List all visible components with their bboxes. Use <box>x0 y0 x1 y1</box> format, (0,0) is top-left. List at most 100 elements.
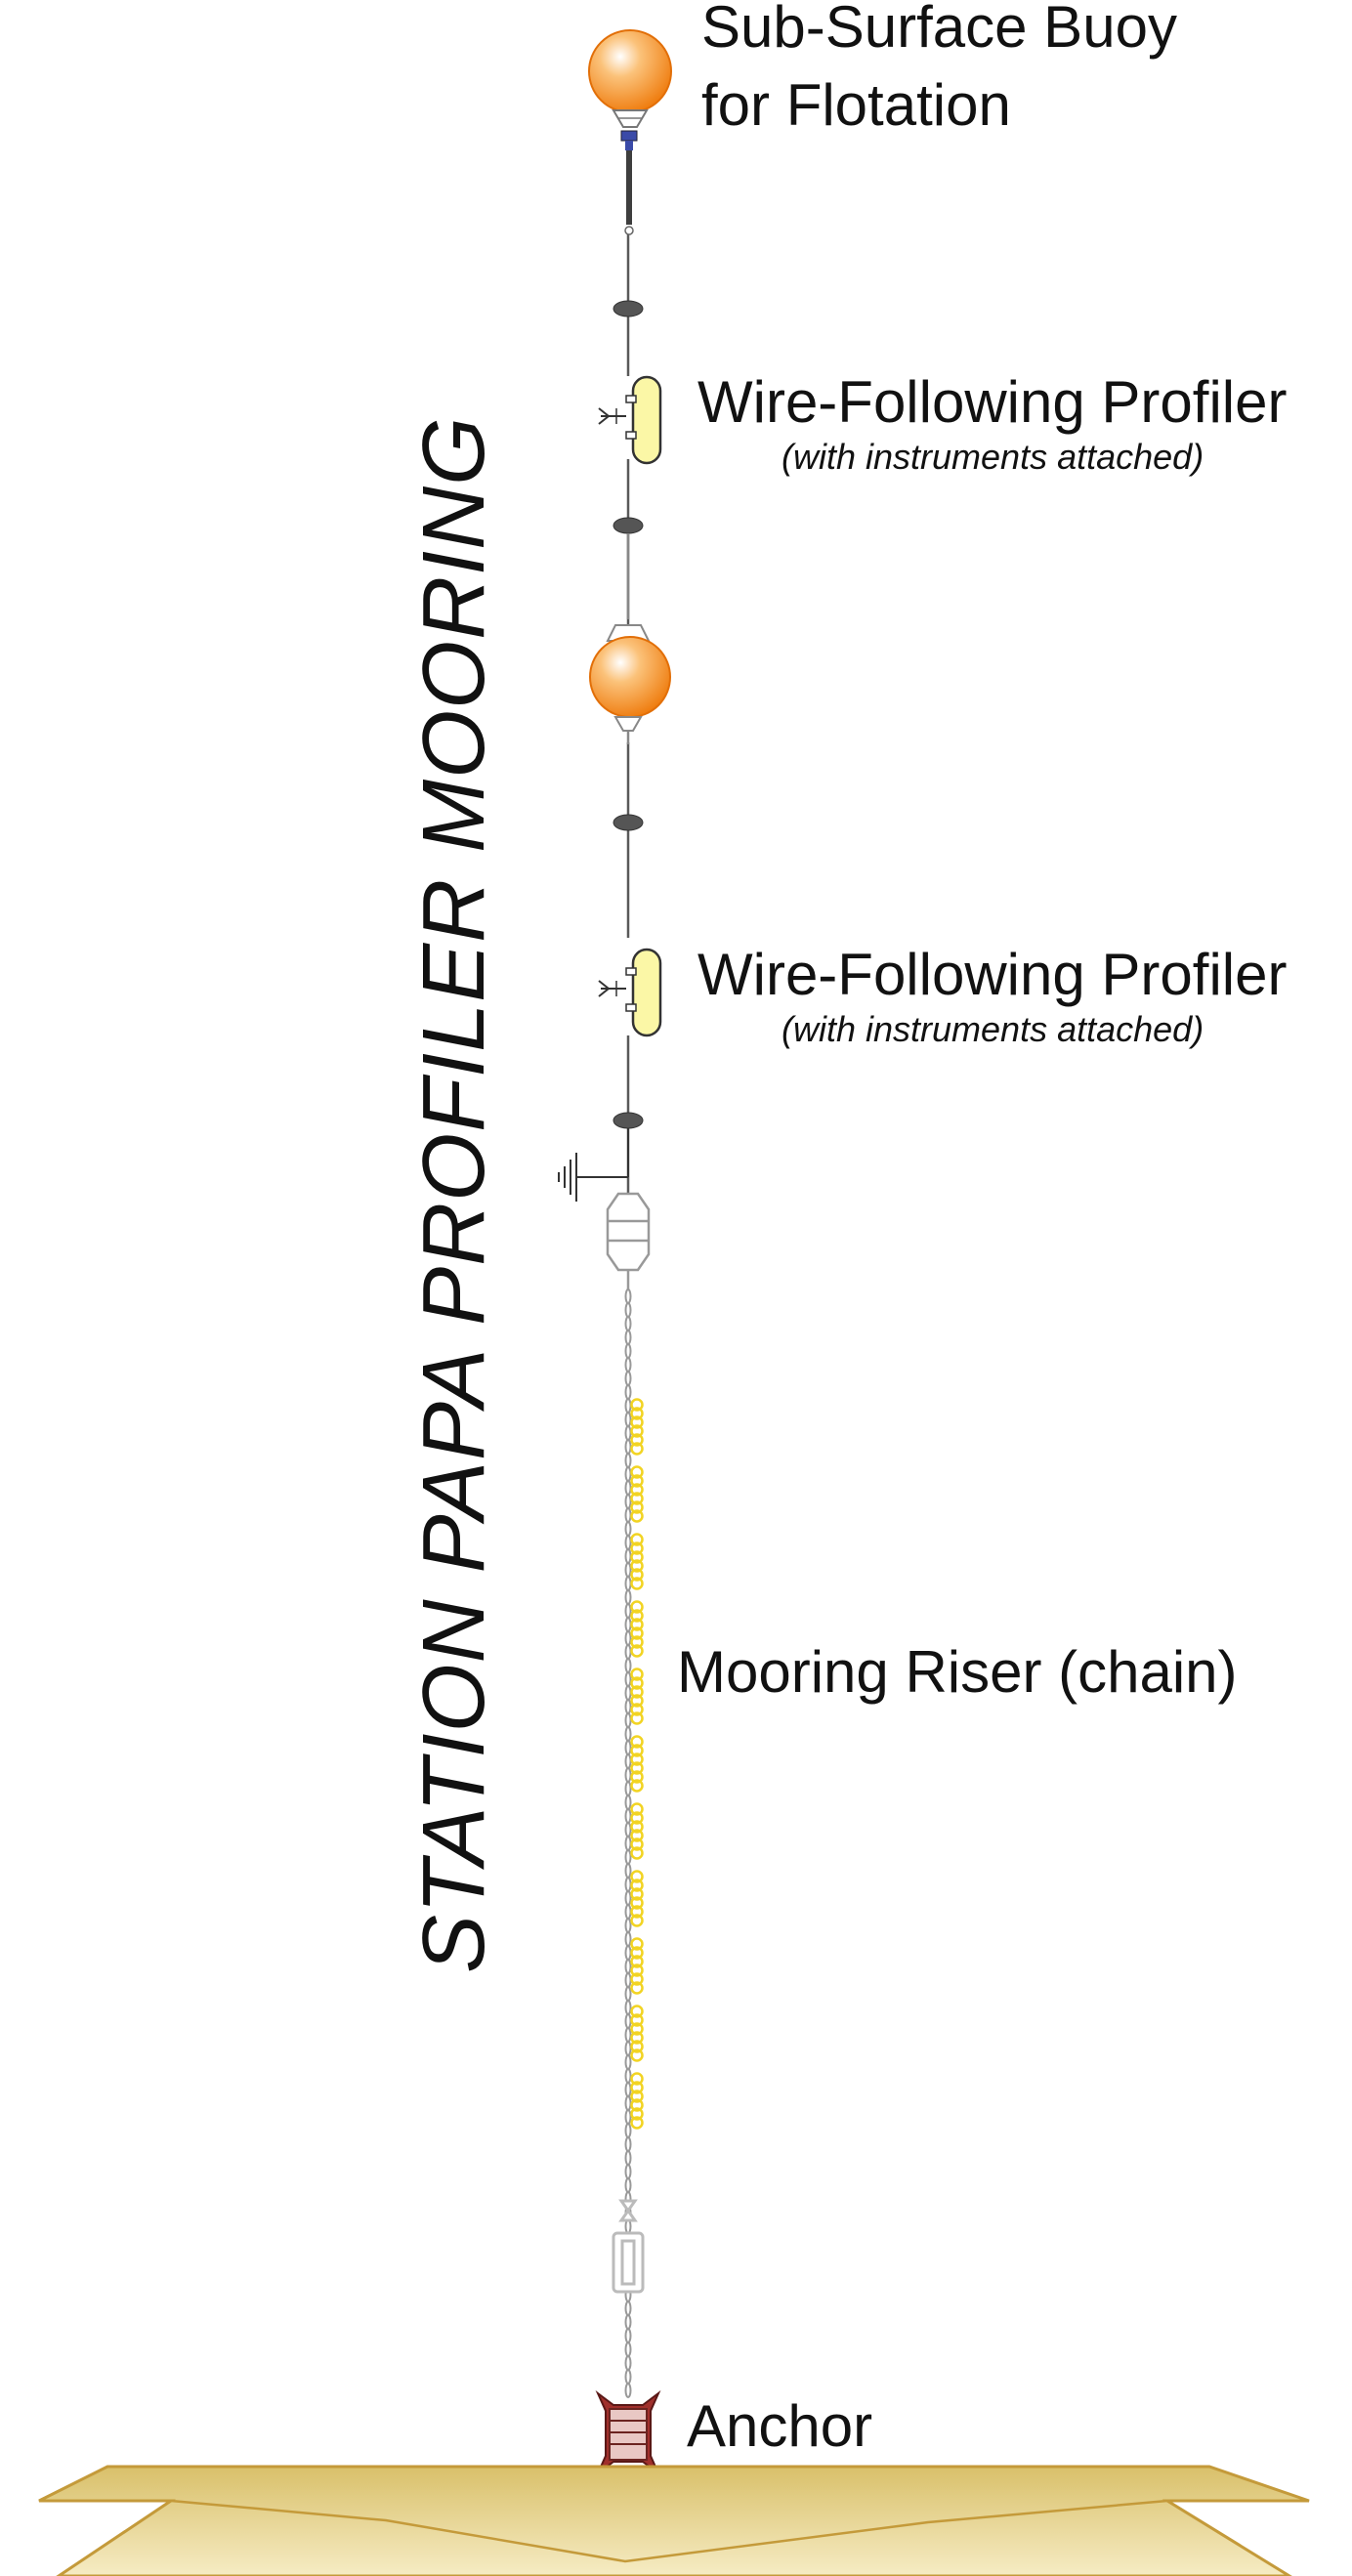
bottom-release <box>612 2199 645 2294</box>
chain-link <box>624 1548 632 1564</box>
chain-link <box>624 1302 632 1318</box>
float-bead <box>630 1568 644 1582</box>
anchor-label: Anchor <box>687 2393 872 2459</box>
chain-link <box>624 1671 632 1687</box>
float-bead <box>630 1744 644 1757</box>
chain-link <box>624 1630 632 1646</box>
float-bead <box>630 2090 644 2103</box>
chain-link <box>624 2150 632 2166</box>
profiler-1-note: (with instruments attached) <box>782 437 1204 477</box>
float-bead <box>630 1879 644 1892</box>
chain-link <box>624 1603 632 1619</box>
chain-link <box>624 1781 632 1796</box>
release-canister <box>606 1192 651 1289</box>
float-bead <box>630 1887 644 1901</box>
float-bead <box>630 2040 644 2053</box>
float-bead <box>630 1685 644 1699</box>
float-bead <box>630 1694 644 1708</box>
mooring-riser-chain <box>624 1288 632 2398</box>
float-bead <box>630 1676 644 1690</box>
chain-link <box>624 1740 632 1755</box>
wire-following-profiler-1 <box>598 375 662 465</box>
chain-link <box>624 2136 632 2152</box>
intermediate-buoy <box>589 533 671 744</box>
float-bead <box>630 1972 644 1986</box>
float-bead <box>630 1433 644 1447</box>
chain-link <box>624 2369 632 2385</box>
float-bead <box>630 1837 644 1851</box>
float-bead <box>630 1802 644 1816</box>
float-bead <box>630 1703 644 1716</box>
chain-link <box>624 2355 632 2371</box>
chain-link <box>624 1453 632 1468</box>
chain-link <box>624 2000 632 2015</box>
chain-link <box>624 1822 632 1837</box>
float-bead <box>630 1635 644 1649</box>
chain-link <box>624 2027 632 2043</box>
float-bead <box>630 2081 644 2094</box>
chain-link <box>624 1398 632 1414</box>
float-bead <box>630 1668 644 1681</box>
float-bead <box>630 1846 644 1860</box>
chain-link <box>624 1699 632 1714</box>
chain-link <box>624 2164 632 2179</box>
chain-link <box>624 2068 632 2084</box>
chain-link <box>624 1767 632 1783</box>
chain-link <box>624 1644 632 1660</box>
float-bead <box>630 1559 644 1573</box>
chain-link <box>624 1521 632 1537</box>
chain-link <box>624 1959 632 1974</box>
float-bead <box>630 1407 644 1420</box>
float-bead <box>630 2072 644 2086</box>
seafloor-front <box>170 2499 1168 2563</box>
chain-link <box>624 1753 632 1769</box>
float-bead <box>630 2005 644 2018</box>
chain-link <box>624 1507 632 1523</box>
chain-link <box>624 1658 632 1673</box>
chain-link <box>624 1836 632 1851</box>
flotation-beads <box>630 1398 644 2130</box>
chain-link <box>624 1808 632 1824</box>
chain-link <box>624 1562 632 1578</box>
chain-link <box>624 1412 632 1427</box>
chain-link <box>624 1877 632 1892</box>
chain-link <box>624 1357 632 1372</box>
float-bead <box>630 1474 644 1488</box>
chain-link <box>624 2109 632 2125</box>
stop-bumper <box>613 814 644 831</box>
stop-bumper <box>613 1112 644 1129</box>
float-bead <box>630 1577 644 1590</box>
float-bead <box>630 1609 644 1623</box>
chain-link <box>624 1480 632 1496</box>
float-bead <box>630 2031 644 2045</box>
anchor <box>595 2389 661 2477</box>
chain-link <box>624 1330 632 1345</box>
chain-link <box>624 1535 632 1550</box>
chain-link <box>624 1288 632 1304</box>
float-bead <box>630 1711 644 1725</box>
chain-link <box>624 2342 632 2357</box>
profiler-2-label: Wire-Following Profiler <box>697 942 1287 1007</box>
float-bead <box>630 1618 644 1631</box>
float-bead <box>630 2048 644 2062</box>
float-bead <box>630 2098 644 2112</box>
stop-bumper <box>613 517 644 534</box>
chain-link <box>624 1589 632 1605</box>
float-bead <box>630 1829 644 1842</box>
float-bead <box>630 1541 644 1555</box>
sub-surface-buoy <box>588 29 672 235</box>
float-bead <box>630 1509 644 1523</box>
float-bead <box>630 1896 644 1910</box>
chain-link <box>624 1945 632 1961</box>
chain-link <box>624 1576 632 1591</box>
chain-link <box>624 1685 632 1701</box>
float-bead <box>630 1600 644 1614</box>
chain-link <box>624 1918 632 1933</box>
chain-link <box>624 2082 632 2097</box>
chain-link <box>624 2095 632 2111</box>
chain-link <box>624 1371 632 1386</box>
buoy-label-line1: Sub-Surface Buoy <box>701 0 1177 60</box>
seafloor <box>38 2465 1310 2576</box>
float-bead <box>630 2107 644 2121</box>
